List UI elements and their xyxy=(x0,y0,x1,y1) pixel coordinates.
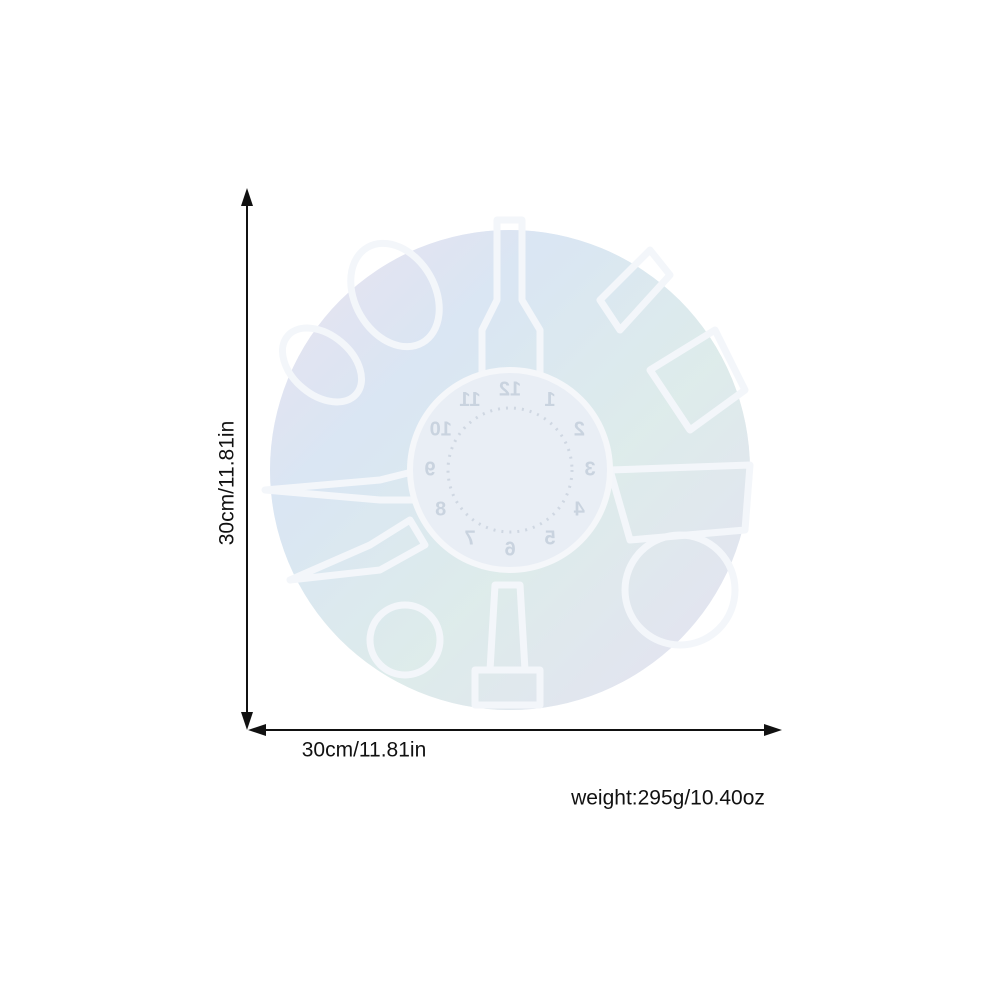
dial-number: 6 xyxy=(504,538,515,560)
width-label: 30cm/11.81in xyxy=(302,739,427,762)
arrow-head xyxy=(241,712,253,730)
dial-number: 5 xyxy=(544,528,555,550)
clock-dial xyxy=(407,367,613,573)
dial-number: 10 xyxy=(430,418,452,440)
arrow-head xyxy=(764,724,782,736)
arrow-head xyxy=(241,188,253,206)
dial-number: 8 xyxy=(435,498,446,520)
dial-number: 3 xyxy=(584,458,595,480)
dial-number: 4 xyxy=(573,498,585,520)
mold: 12 11 10 987 6 54 3 21 xyxy=(261,216,754,710)
dial-number: 12 xyxy=(499,378,521,400)
utensil-outlines xyxy=(261,216,754,709)
dial-number: 9 xyxy=(424,458,435,480)
dial-number: 1 xyxy=(544,389,555,411)
dial-number: 7 xyxy=(464,528,475,550)
dial-number: 2 xyxy=(574,418,585,440)
minute-ring xyxy=(446,406,574,534)
dial-numbers: 12 11 10 987 6 54 3 21 xyxy=(424,378,595,560)
arrow-head xyxy=(248,724,266,736)
dimension-arrows xyxy=(241,188,782,736)
weight-label: weight:295g/10.40oz xyxy=(570,787,765,810)
dial-number: 11 xyxy=(459,389,480,411)
height-label: 30cm/11.81in xyxy=(216,421,239,546)
